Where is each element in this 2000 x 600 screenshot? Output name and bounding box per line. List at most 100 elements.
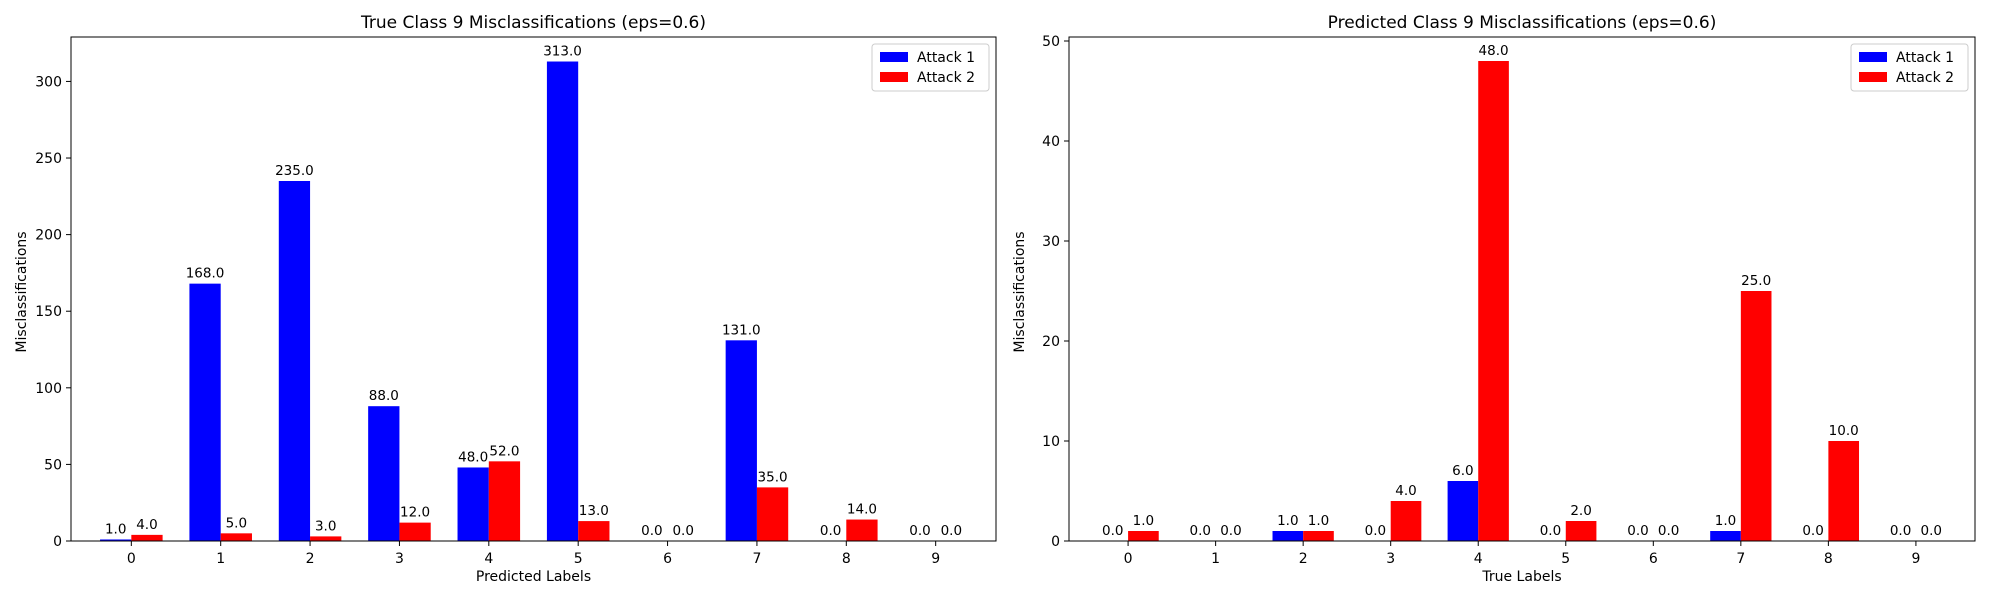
data-label: 4.0	[1395, 483, 1416, 499]
data-label: 168.0	[186, 266, 225, 282]
bar-attack-1-1	[189, 283, 221, 541]
data-label: 0.0	[1890, 523, 1911, 539]
data-label: 0.0	[1190, 523, 1211, 539]
bar-attack-2-2	[310, 536, 342, 541]
data-label: 1.0	[1277, 513, 1298, 529]
y-tick-label: 20	[1042, 334, 1060, 350]
x-tick-label: 2	[1299, 551, 1308, 567]
y-tick-label: 100	[35, 381, 62, 397]
y-tick-label: 50	[44, 457, 62, 473]
legend-swatch	[1859, 52, 1887, 62]
y-axis-label: Misclassifications	[1012, 231, 1028, 352]
bar-attack-2-7	[756, 487, 789, 541]
x-tick-label: 3	[1386, 551, 1395, 567]
data-label: 6.0	[1452, 463, 1473, 479]
data-label: 0.0	[1540, 523, 1561, 539]
data-label: 0.0	[820, 523, 841, 539]
bar-attack-2-0	[131, 534, 163, 541]
bar-attack-2-0	[1128, 531, 1159, 541]
data-label: 2.0	[1570, 503, 1591, 519]
bar-attack-1-2	[278, 181, 311, 541]
y-tick-label: 40	[1042, 134, 1060, 150]
data-label: 3.0	[315, 518, 336, 534]
data-label: 13.0	[579, 503, 609, 519]
bar-attack-1-4	[457, 467, 489, 541]
legend-swatch	[880, 72, 908, 82]
data-label: 1.0	[1133, 513, 1154, 529]
data-label: 235.0	[275, 163, 314, 179]
bar-attack-1-3	[368, 406, 400, 541]
data-label: 1.0	[105, 521, 126, 537]
y-tick-label: 30	[1042, 234, 1060, 250]
y-tick-label: 10	[1042, 434, 1060, 450]
data-label: 88.0	[369, 388, 399, 404]
data-label: 313.0	[543, 44, 582, 60]
data-label: 0.0	[1920, 523, 1941, 539]
bar-attack-2-5	[1565, 521, 1597, 541]
data-label: 0.0	[1365, 523, 1386, 539]
data-label: 4.0	[136, 517, 157, 533]
data-label: 12.0	[400, 505, 430, 521]
data-label: 1.0	[1715, 513, 1736, 529]
bar-attack-1-0	[100, 539, 132, 541]
x-tick-label: 6	[1649, 551, 1658, 567]
x-axis-label: Predicted Labels	[476, 569, 591, 585]
x-tick-label: 2	[306, 551, 315, 567]
x-tick-label: 0	[1124, 551, 1133, 567]
x-tick-label: 7	[752, 551, 761, 567]
bar-attack-2-8	[846, 519, 878, 541]
bar-attack-1-5	[546, 61, 579, 541]
legend-label: Attack 2	[917, 70, 975, 86]
data-label: 131.0	[722, 322, 761, 338]
bar-attack-2-5	[578, 521, 610, 541]
data-label: 0.0	[941, 523, 962, 539]
legend-label: Attack 1	[917, 50, 975, 66]
data-label: 1.0	[1308, 513, 1329, 529]
y-tick-label: 50	[1042, 34, 1060, 50]
legend: Attack 1 Attack 2	[1850, 43, 1969, 92]
legend-label: Attack 2	[1896, 70, 1954, 86]
x-tick-label: 4	[484, 551, 493, 567]
data-label: 0.0	[909, 523, 930, 539]
x-tick-label: 9	[1911, 551, 1920, 567]
data-label: 14.0	[847, 502, 877, 518]
bar-attack-2-8	[1828, 441, 1860, 541]
x-tick-label: 4	[1474, 551, 1483, 567]
bar-attack-2-1	[220, 533, 252, 541]
x-tick-label: 9	[931, 551, 940, 567]
x-tick-label: 8	[1824, 551, 1833, 567]
legend: Attack 1 Attack 2	[871, 43, 990, 92]
data-label: 48.0	[458, 449, 488, 465]
bar-attack-1-7	[725, 340, 757, 541]
bar-attack-2-3	[1390, 501, 1422, 541]
data-label: 25.0	[1741, 273, 1771, 289]
x-tick-label: 1	[216, 551, 225, 567]
bar-attack-2-7	[1740, 291, 1772, 541]
bar-attack-1-4	[1447, 481, 1479, 541]
data-label: 0.0	[1102, 523, 1123, 539]
y-tick-label: 250	[35, 151, 62, 167]
legend-swatch	[880, 52, 908, 62]
data-label: 10.0	[1829, 423, 1859, 439]
y-tick-label: 200	[35, 228, 62, 244]
data-label: 0.0	[1802, 523, 1823, 539]
data-label: 0.0	[1220, 523, 1241, 539]
x-tick-label: 8	[842, 551, 851, 567]
bar-attack-2-4	[1478, 61, 1509, 541]
x-tick-label: 1	[1211, 551, 1220, 567]
x-tick-label: 5	[574, 551, 583, 567]
bar-attack-2-4	[488, 461, 521, 541]
x-tick-label: 3	[395, 551, 404, 567]
data-label: 52.0	[489, 443, 519, 459]
y-tick-label: 300	[35, 74, 62, 90]
x-tick-label: 6	[663, 551, 672, 567]
chart-title: True Class 9 Misclassifications (eps=0.6…	[360, 13, 706, 33]
y-tick-label: 0	[1051, 534, 1060, 550]
chart-predicted-class-9: Predicted Class 9 Misclassifications (ep…	[1012, 13, 1976, 585]
data-label: 5.0	[226, 515, 247, 531]
y-tick-label: 150	[35, 304, 62, 320]
bar-attack-2-3	[399, 522, 431, 541]
y-tick-label: 0	[53, 534, 62, 550]
x-tick-label: 5	[1561, 551, 1570, 567]
bar-attack-2-2	[1303, 531, 1334, 541]
